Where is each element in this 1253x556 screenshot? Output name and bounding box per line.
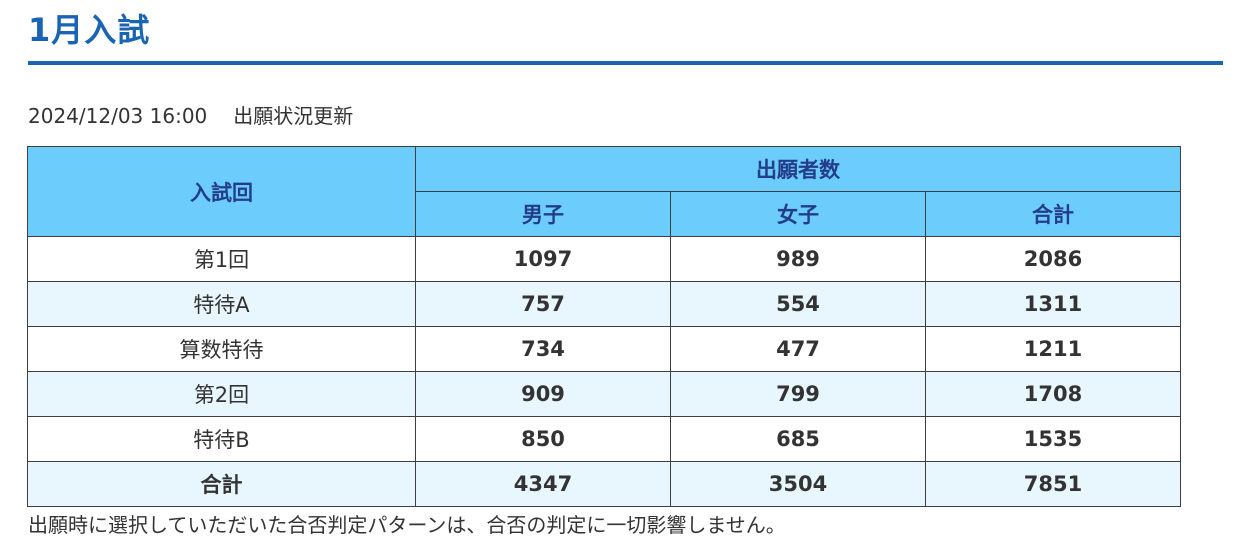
title-divider (28, 61, 1223, 65)
row-female-count: 799 (670, 371, 926, 417)
row-exam-name: 第2回 (27, 371, 416, 417)
header-total: 合計 (924, 191, 1182, 237)
footnote: 出願時に選択していただいた合否判定パターンは、合否の判定に一切影響しません。 (28, 513, 786, 537)
row-female-count: 477 (670, 326, 926, 372)
row-male-count: 1097 (415, 236, 671, 282)
row-female-count: 685 (670, 416, 926, 462)
row-exam-name: 特待B (27, 416, 416, 462)
row-male-count: 850 (415, 416, 671, 462)
total-row-label: 合計 (27, 461, 416, 507)
row-exam-name: 第1回 (27, 236, 416, 282)
row-male-count: 909 (415, 371, 671, 417)
row-exam-name: 算数特待 (27, 326, 416, 372)
total-total-count: 7851 (924, 461, 1182, 507)
page-title: 1月入試 (28, 11, 151, 49)
row-female-count: 989 (670, 236, 926, 282)
table-row: 特待A 757 554 1311 (27, 281, 1182, 327)
row-male-count: 734 (415, 326, 671, 372)
header-male: 男子 (415, 191, 671, 237)
table-row: 算数特待 734 477 1211 (27, 326, 1182, 372)
row-total-count: 1311 (924, 281, 1182, 327)
header-applicant-count: 出願者数 (414, 146, 1182, 192)
row-male-count: 757 (415, 281, 671, 327)
total-female-count: 3504 (670, 461, 926, 507)
row-total-count: 1535 (924, 416, 1182, 462)
table-total-row: 合計 4347 3504 7851 (27, 461, 1182, 507)
header-female: 女子 (670, 191, 926, 237)
row-total-count: 2086 (924, 236, 1182, 282)
applications-table: 入試回 出願者数 男子 女子 合計 第1回 1097 989 2086 特待A … (27, 146, 1182, 507)
header-exam-round: 入試回 (27, 146, 416, 237)
update-label: 出願状況更新 (233, 104, 354, 128)
table-row: 第1回 1097 989 2086 (27, 236, 1182, 282)
row-female-count: 554 (670, 281, 926, 327)
update-timestamp: 2024/12/03 16:00 (28, 104, 208, 128)
row-total-count: 1211 (924, 326, 1182, 372)
table-row: 特待B 850 685 1535 (27, 416, 1182, 462)
row-total-count: 1708 (924, 371, 1182, 417)
total-male-count: 4347 (415, 461, 671, 507)
table-row: 第2回 909 799 1708 (27, 371, 1182, 417)
update-status: 2024/12/03 16:00 出願状況更新 (28, 101, 353, 131)
row-exam-name: 特待A (27, 281, 416, 327)
